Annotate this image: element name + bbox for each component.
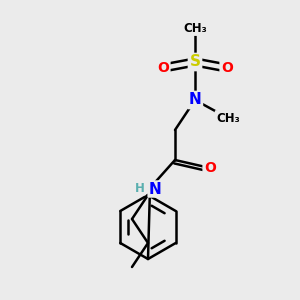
Text: O: O	[204, 161, 216, 175]
Text: S: S	[190, 55, 200, 70]
Text: H: H	[135, 182, 145, 194]
Text: N: N	[189, 92, 201, 107]
Text: CH₃: CH₃	[216, 112, 240, 124]
Text: O: O	[157, 61, 169, 75]
Text: N: N	[148, 182, 161, 196]
Text: O: O	[221, 61, 233, 75]
Text: CH₃: CH₃	[183, 22, 207, 34]
